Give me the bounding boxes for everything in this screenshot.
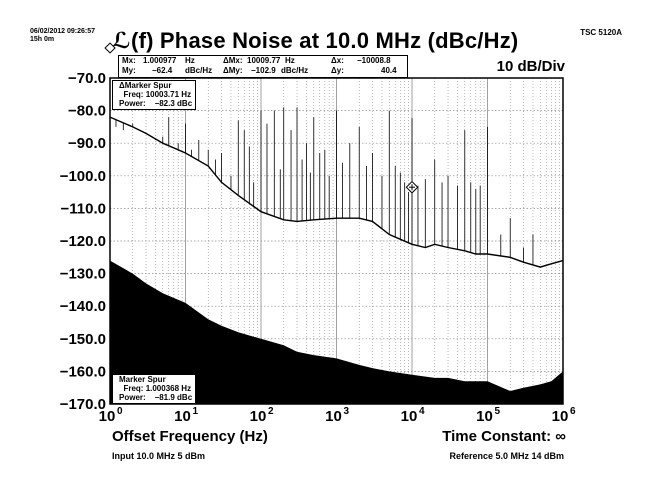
- my-unit: dBc/Hz: [185, 66, 213, 75]
- dmy-label: ΔMy:: [223, 66, 243, 75]
- marker-title: Marker Spur: [119, 375, 166, 384]
- dmx-value: 10009.77: [247, 56, 281, 65]
- datetime: 06/02/2012 09:26:57: [30, 28, 95, 35]
- marker-freq-label: Freq:: [123, 384, 144, 393]
- delta-marker-title: ΔMarker Spur: [119, 81, 172, 90]
- dx-label: Δx:: [331, 56, 344, 65]
- x-tick-exponent: 6: [570, 406, 576, 417]
- delta-marker-freq-unit: Hz: [181, 90, 192, 99]
- x-tick-label: 10: [99, 408, 116, 425]
- scale-label: 10 dB/Div: [496, 58, 565, 75]
- instrument-model: TSC 5120A: [580, 28, 622, 37]
- y-tick-label: −90.0: [68, 135, 106, 152]
- mx-unit: Hz: [185, 56, 195, 65]
- x-tick-labels: 10 0 10 1 10 2 10 3 10 4 10 5 10 6: [99, 406, 576, 425]
- elapsed-time: 15h 0m: [30, 36, 55, 43]
- dx-value: −10008.8: [357, 56, 391, 65]
- marker-readout: Mx: 1.000977 Hz My: −62.4 dBc/Hz ΔMx: 10…: [118, 55, 408, 78]
- marker-freq-unit: Hz: [181, 384, 192, 393]
- noise-floor-layer: [110, 260, 563, 404]
- reference-marker-icon: [104, 42, 116, 54]
- mx-value: 1.000977: [143, 56, 177, 65]
- y-tick-label: −140.0: [60, 298, 106, 315]
- my-value: −62.4: [152, 66, 173, 75]
- y-tick-label: −130.0: [60, 266, 106, 283]
- x-tick-label: 10: [325, 408, 342, 425]
- marker-power-label: Power:: [119, 393, 146, 402]
- trace-layer: [109, 116, 564, 268]
- y-tick-label: −120.0: [60, 233, 106, 250]
- dy-value: 40.4: [381, 66, 397, 75]
- x-tick-label: 10: [250, 408, 267, 425]
- delta-marker-power-value: −82.3: [154, 99, 175, 108]
- dy-label: Δy:: [331, 66, 344, 75]
- noise-floor-area: [110, 260, 563, 404]
- y-tick-label: −160.0: [60, 363, 106, 380]
- delta-marker-spur-box: ΔMarker Spur Freq: 10003.71 Hz Power: −8…: [112, 80, 197, 110]
- x-tick-label: 10: [476, 408, 493, 425]
- x-tick-exponent: 5: [495, 406, 501, 417]
- x-tick-exponent: 0: [117, 406, 123, 417]
- x-tick-exponent: 4: [419, 406, 425, 417]
- marker-freq-value: 1.000368: [145, 384, 180, 393]
- my-label: My:: [122, 66, 136, 75]
- x-tick-label: 10: [401, 408, 418, 425]
- y-tick-label: −80.0: [68, 103, 106, 120]
- x-tick-exponent: 1: [193, 406, 199, 417]
- y-tick-label: −110.0: [61, 200, 106, 217]
- timestamp: 06/02/2012 09:26:57 15h 0m: [30, 28, 95, 44]
- y-tick-labels: −70.0 −80.0 −90.0 −100.0 −110.0 −120.0 −130.0 −…: [60, 70, 106, 413]
- marker-power-value: −81.9: [154, 393, 175, 402]
- y-tick-label: −70.0: [68, 70, 106, 87]
- phase-noise-trace: [109, 116, 564, 268]
- x-tick-exponent: 3: [344, 406, 350, 417]
- marker-power-unit: dBc: [177, 393, 193, 402]
- y-tick-label: −100.0: [60, 168, 106, 185]
- x-tick-label: 10: [552, 408, 569, 425]
- reference-info: Reference 5.0 MHz 14 dBm: [449, 451, 564, 461]
- x-axis-title: Offset Frequency (Hz): [112, 428, 268, 445]
- marker-freq-row: Freq: 1.000368 Hz: [119, 384, 192, 393]
- y-tick-label: −150.0: [60, 331, 106, 348]
- y-tick-label: −170.0: [60, 396, 106, 413]
- delta-marker-icon: [405, 180, 419, 194]
- chart-title: ℒ(f) Phase Noise at 10.0 MHz (dBc/Hz): [112, 28, 519, 53]
- delta-marker-power-row: Power: −82.3 dBc: [119, 99, 192, 108]
- x-tick-exponent: 2: [268, 406, 274, 417]
- x-tick-label: 10: [174, 408, 191, 425]
- mx-label: Mx:: [122, 56, 136, 65]
- delta-marker-freq-row: Freq: 10003.71 Hz: [119, 90, 192, 99]
- time-constant: Time Constant: ∞: [442, 428, 566, 445]
- delta-marker-freq-label: Freq:: [123, 90, 144, 99]
- marker-power-row: Power: −81.9 dBc: [119, 393, 192, 402]
- delta-marker-power-label: Power:: [119, 99, 146, 108]
- dmy-unit: dBc/Hz: [281, 66, 309, 75]
- spur-layer: [109, 107, 534, 265]
- input-info: Input 10.0 MHz 5 dBm: [112, 451, 206, 461]
- marker-spur-box: Marker Spur Freq: 1.000368 Hz Power: −81…: [112, 374, 197, 404]
- delta-marker-power-unit: dBc: [177, 99, 193, 108]
- dmy-value: −102.9: [251, 66, 276, 75]
- delta-marker-freq-value: 10003.71: [145, 90, 180, 99]
- dmx-unit: Hz: [285, 56, 295, 65]
- dmx-label: ΔMx:: [223, 56, 243, 65]
- plot-frame: [109, 77, 564, 405]
